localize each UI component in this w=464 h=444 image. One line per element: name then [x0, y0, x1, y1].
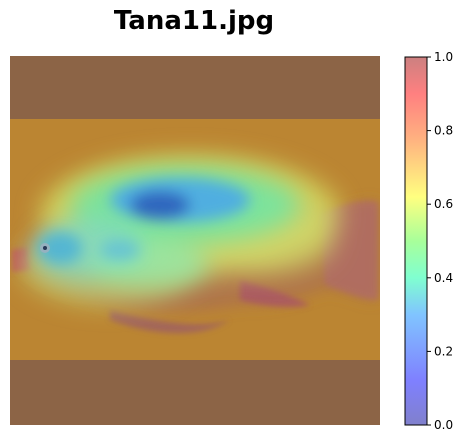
colorbar-tick-label: 1.0 — [434, 50, 453, 64]
heatmap-image — [10, 56, 380, 425]
colorbar: 0.0 0.2 0.4 0.6 0.8 1.0 — [404, 50, 453, 432]
colorbar-tick-label: 0.8 — [434, 124, 453, 138]
colorbar-tick-label: 0.6 — [434, 197, 453, 211]
colorbar-ticks: 0.0 0.2 0.4 0.6 0.8 1.0 — [427, 50, 453, 432]
chart-title: Tana11.jpg — [113, 6, 275, 36]
colorbar-tick-label: 0.0 — [434, 418, 453, 432]
colorbar-tick-label: 0.4 — [434, 271, 453, 285]
colorbar-tick-label: 0.2 — [434, 344, 453, 358]
heat-region-blue — [38, 178, 250, 264]
